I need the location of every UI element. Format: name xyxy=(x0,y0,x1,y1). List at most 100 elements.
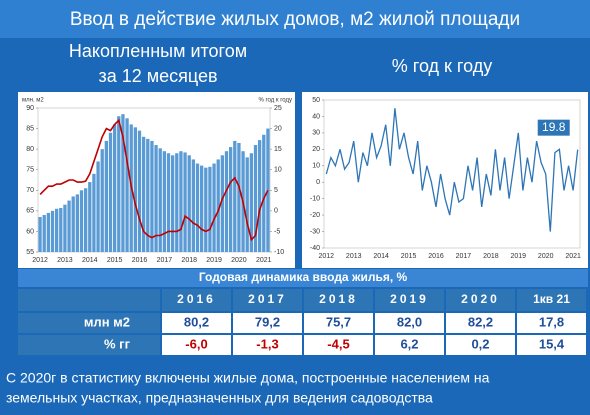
line xyxy=(39,118,269,242)
x-tick-label: 2015 xyxy=(401,253,417,260)
x-tick-label: 2012 xyxy=(318,253,334,260)
table-header: 2018 xyxy=(319,292,358,306)
title: Ввод в действие жилых домов, м2 жилой пл… xyxy=(70,9,520,30)
x-tick-label: 2014 xyxy=(373,253,389,260)
x-tick-label: 2012 xyxy=(32,257,48,264)
y-tick-label: -30 xyxy=(310,228,320,235)
subtitle: за 12 месяцев xyxy=(98,66,217,86)
table-cell xyxy=(18,289,160,311)
y-tick-label: 90 xyxy=(26,105,34,112)
bar xyxy=(92,173,96,252)
bar xyxy=(50,210,55,252)
y-tick-label: 10 xyxy=(312,163,320,170)
table-value: 0,2 xyxy=(471,336,489,351)
bar xyxy=(212,163,216,252)
bar xyxy=(253,145,258,252)
bar xyxy=(158,148,162,252)
y-tick-label: 55 xyxy=(26,249,34,256)
table-cell xyxy=(375,335,444,355)
bar xyxy=(228,147,233,252)
x-tick-label: 2018 xyxy=(483,253,499,260)
x-tick-label: 2017 xyxy=(456,253,472,260)
bar xyxy=(166,153,171,252)
y-tick-label: 80 xyxy=(26,146,34,153)
y2-tick-label: 25 xyxy=(274,105,282,112)
y-tick-label: 65 xyxy=(26,208,34,215)
bar xyxy=(266,128,270,252)
table-header-cell xyxy=(446,289,515,311)
table-row-label: млн м2 xyxy=(84,314,130,329)
table-row-label-cell xyxy=(18,313,160,333)
y2-axis-label: % год к году xyxy=(259,98,293,104)
table-cell xyxy=(446,313,515,333)
y-tick-label: 40 xyxy=(312,113,320,120)
y2-tick-label: -5 xyxy=(274,228,280,235)
x-tick-label: 2020 xyxy=(538,253,554,260)
bar xyxy=(208,166,212,252)
y-tick-label: -20 xyxy=(310,212,320,219)
bar xyxy=(262,134,266,252)
table-value: 17,8 xyxy=(539,314,564,329)
bar xyxy=(75,194,80,252)
y-axis-label: млн. м2 xyxy=(22,98,44,104)
bar xyxy=(67,200,71,252)
y-tick-label: 30 xyxy=(312,130,320,137)
table-value: 6,2 xyxy=(400,336,418,351)
x-tick-label: 2013 xyxy=(57,257,73,264)
bar xyxy=(83,188,88,252)
bar xyxy=(117,116,121,252)
bar xyxy=(204,167,208,252)
bar xyxy=(63,204,67,252)
table-value: 82,2 xyxy=(468,314,493,329)
footnote: С 2020г в статистику включены жилые дома… xyxy=(6,370,490,386)
bar xyxy=(88,182,92,252)
table-value: -4,5 xyxy=(327,336,349,351)
y-tick-label: 0 xyxy=(316,179,320,186)
table-cell xyxy=(517,313,586,333)
y-tick-label: -40 xyxy=(310,245,320,252)
bar xyxy=(46,212,51,252)
y2-tick-label: 5 xyxy=(274,187,278,194)
bar xyxy=(121,114,125,253)
table-cell xyxy=(304,313,373,333)
bar xyxy=(59,207,63,252)
bar xyxy=(179,151,183,252)
y2-tick-label: 10 xyxy=(274,167,282,174)
bar xyxy=(187,155,191,252)
table-value: 80,2 xyxy=(184,314,209,329)
bar xyxy=(224,151,229,252)
table-header-cell xyxy=(517,289,586,311)
bar xyxy=(245,157,249,252)
x-tick-label: 2017 xyxy=(157,257,173,264)
x-tick-label: 2018 xyxy=(181,257,197,264)
table-row-label: % гг xyxy=(104,336,131,351)
table-value: 15,4 xyxy=(539,336,565,351)
table-cell xyxy=(162,313,231,333)
bar xyxy=(146,138,150,252)
subtitle: % год к году xyxy=(392,56,492,76)
y-tick-label: 70 xyxy=(26,187,34,194)
table-header-cell xyxy=(233,289,302,311)
x-tick-label: 2021 xyxy=(565,253,581,260)
table-header: 2016 xyxy=(177,292,216,306)
table-title: Годовая динамика ввода жилья, % xyxy=(199,270,408,284)
footnote: земельных участках, предназначенных для … xyxy=(6,390,433,406)
y2-tick-label: 0 xyxy=(274,208,278,215)
bar xyxy=(96,161,100,252)
bar xyxy=(191,159,196,252)
table-value: 82,0 xyxy=(397,314,422,329)
bar xyxy=(220,155,225,252)
bar xyxy=(112,124,117,252)
bar xyxy=(141,136,146,252)
bar xyxy=(199,165,204,252)
bar xyxy=(257,140,262,252)
y-tick-label: -10 xyxy=(310,196,320,203)
bar xyxy=(125,118,129,253)
table-title-bar xyxy=(18,269,588,287)
table-header: 2017 xyxy=(248,292,287,306)
table-value: -1,3 xyxy=(256,336,278,351)
y-tick-label: 85 xyxy=(26,125,34,132)
bar xyxy=(42,214,46,252)
x-tick-label: 2020 xyxy=(231,257,247,264)
